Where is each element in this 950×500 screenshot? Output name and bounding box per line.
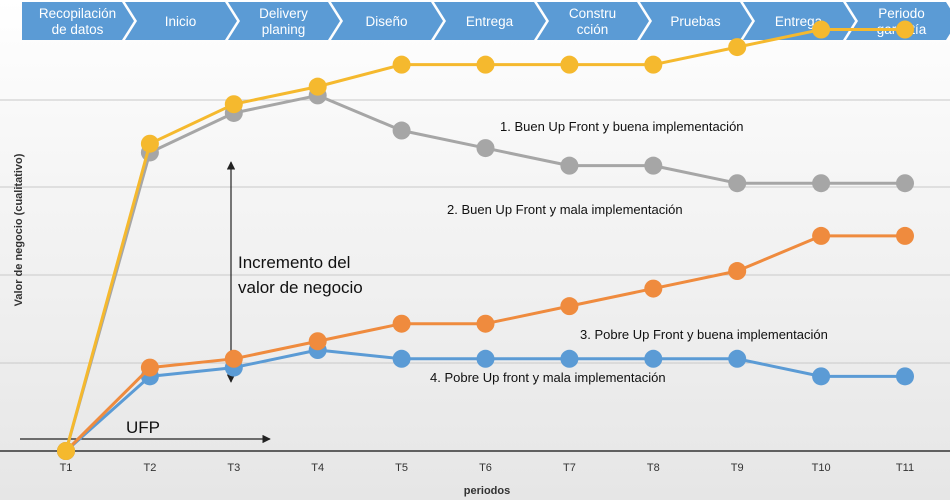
phase-label-line: Constru [569,6,616,21]
series-3-point-T10 [812,226,831,245]
phase-label-line: planing [262,22,306,37]
x-tick-label-T9: T9 [731,462,744,474]
phase-label-1: Recopilación de datos [39,6,116,37]
series-2-point-T5 [392,121,411,140]
series-3 [57,226,914,460]
series-label-3: 3. Pobre Up Front y buena implementación [580,327,828,342]
phase-label-5: Entrega [466,14,514,29]
x-tick-label-T5: T5 [395,462,408,474]
x-tick-label-T3: T3 [227,462,240,474]
series-3-point-T7 [560,297,579,316]
series-3-point-T9 [728,262,747,281]
series-4 [57,341,914,460]
series-4-point-T11 [896,367,914,386]
series-4-point-T7 [560,349,579,368]
series-2-point-T9 [728,174,747,193]
phase-arrow-6 [537,2,649,40]
y-axis-title: Valor de negocio (cualitativo) [13,153,25,306]
series-3-point-T4 [308,332,327,351]
series-3-point-T6 [476,314,495,333]
x-tick-label-T2: T2 [143,462,156,474]
series-1-point-T10 [812,20,831,39]
phase-arrow-5 [434,2,546,40]
ufp-label: UFP [126,418,160,437]
phase-label-7: Pruebas [670,14,721,29]
series-4-point-T6 [476,349,495,368]
increment-label-line: valor de negocio [238,278,363,297]
annotations: Incremento del valor de negocio UFP [20,161,363,444]
increment-label-line: Incremento del [238,253,350,272]
phase-label-6: Constru cción [569,6,616,37]
series-4-point-T9 [728,349,747,368]
series-3-point-T11 [896,226,914,245]
series-label-4: 4. Pobre Up front y mala implementación [430,370,666,385]
phase-label-line: Recopilación [39,6,116,21]
phase-label-line: cción [577,22,609,37]
series-1-point-T5 [392,55,411,74]
x-tick-label-T7: T7 [563,462,576,474]
series-3-point-T3 [224,349,243,368]
x-axis-title: periodos [464,485,510,497]
phase-arrow-4 [331,2,443,40]
phase-label-3: Delivery planing [259,6,308,37]
phase-label-8: Entrega [775,14,823,29]
axes: T1 T2 T3 T4 T5 T6 T7 T8 T9 T10 T11 periodos Valor de… [0,153,950,497]
series-1-point-T7 [560,55,579,74]
phase-label-4: Diseño [365,14,407,29]
series-label-1: 1. Buen Up Front y buena implementación [500,119,744,134]
series-4-point-T5 [392,349,411,368]
series-1-point-T9 [728,38,747,57]
increment-label: Incremento del valor de negocio [238,253,363,297]
phase-arrows: Recopilación de datos Inicio Delivery planin… [22,2,950,40]
series-1-point-T2 [140,134,159,153]
series-3-point-T5 [392,314,411,333]
series-2-point-T11 [896,174,914,193]
series-2 [57,86,914,460]
series-2-point-T6 [476,139,495,158]
phase-label-line: de datos [52,22,104,37]
series-1-line [64,28,905,452]
series-2-point-T8 [644,156,663,175]
x-tick-label-T6: T6 [479,462,492,474]
series-2-point-T10 [812,174,831,193]
series-1-point-T11 [896,20,914,39]
x-tick-label-T1: T1 [60,462,73,474]
series-1-point-T6 [476,55,495,74]
series-1-point-T3 [224,95,243,114]
x-tick-label-T8: T8 [647,462,660,474]
series-1-point-T1 [57,442,75,460]
series-2-point-T7 [560,156,579,175]
phase-label-line: Delivery [259,6,308,21]
phase-label-2: Inicio [165,14,197,29]
series-4-point-T8 [644,349,663,368]
series-labels: 1. Buen Up Front y buena implementación 2… [430,119,828,385]
series-label-2: 2. Buen Up Front y mala implementación [447,202,683,217]
series-3-point-T2 [140,358,159,377]
x-tick-label-T10: T10 [812,462,831,474]
series-layer [57,20,914,460]
gridlines [0,99,950,364]
series-3-line [64,234,905,453]
series-1-point-T8 [644,55,663,74]
x-tick-label-T11: T11 [896,462,914,474]
phase-arrow-3 [228,2,340,40]
series-1-point-T4 [308,77,327,96]
phase-arrow-1 [22,2,134,40]
series-4-point-T10 [812,367,831,386]
series-1 [57,20,914,460]
phase-arrow-7 [640,2,752,40]
x-tick-label-T4: T4 [311,462,324,474]
phase-label-line: Periodo [878,6,925,21]
series-3-point-T8 [644,279,663,298]
phase-arrow-2 [125,2,237,40]
